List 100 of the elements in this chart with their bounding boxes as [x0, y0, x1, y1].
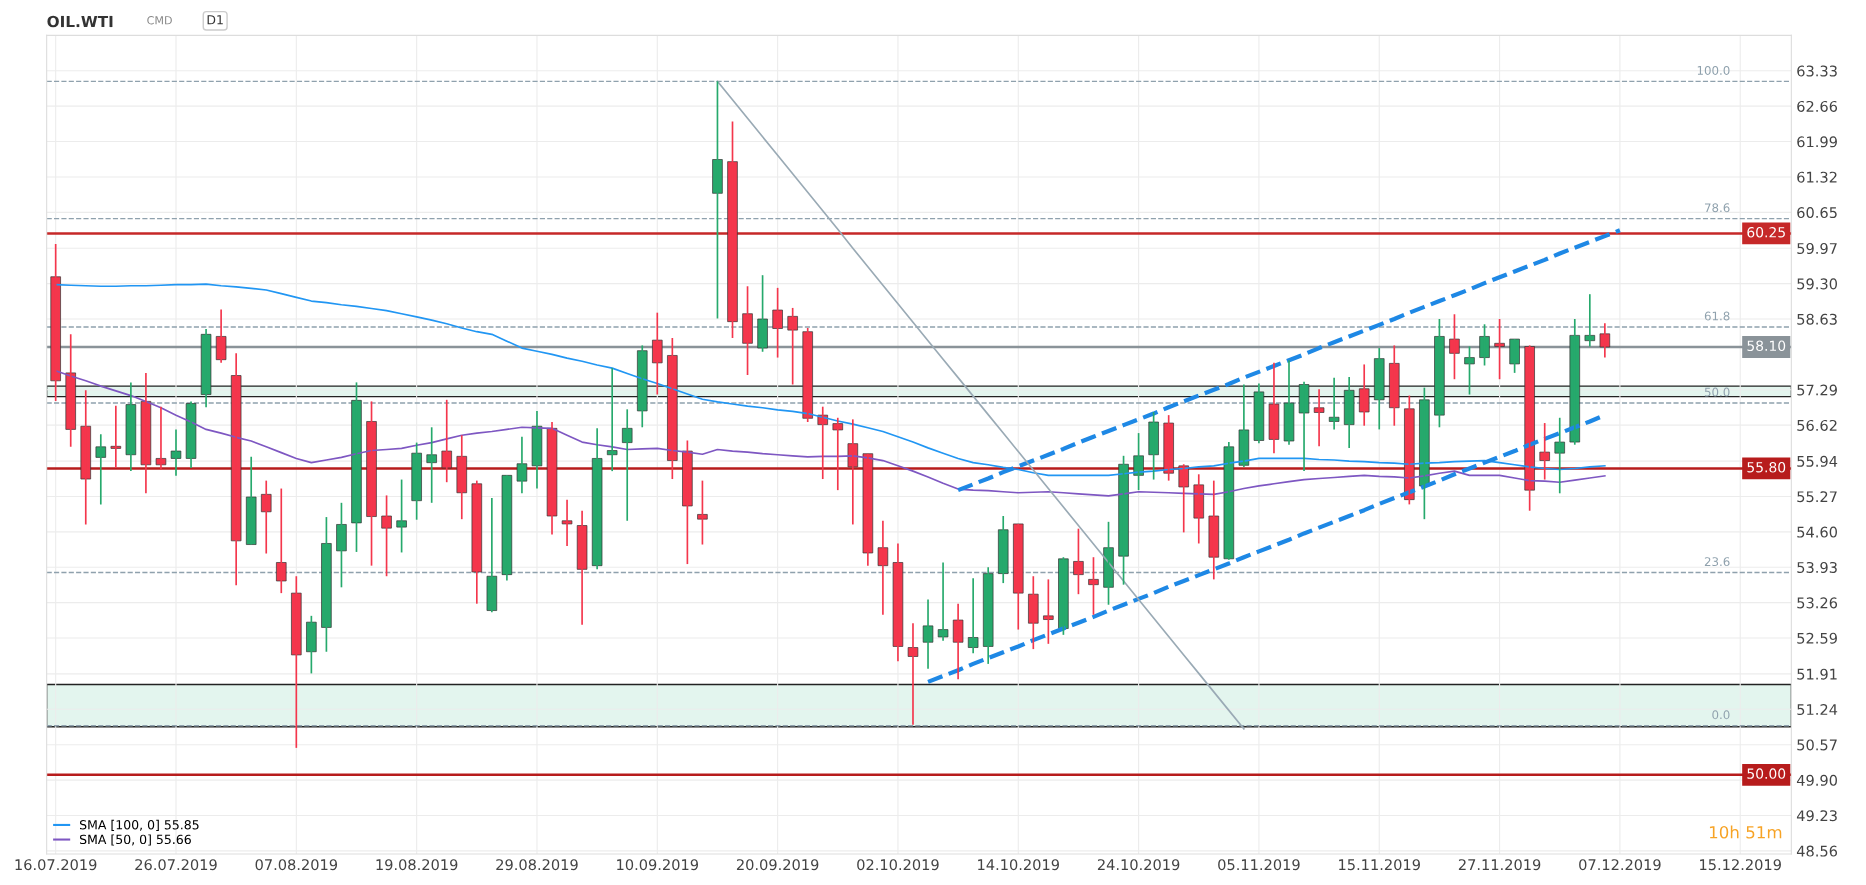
candlestick — [772, 287, 783, 359]
annotation: 100.0 — [1697, 65, 1730, 75]
candlestick — [757, 274, 768, 353]
candlestick — [922, 598, 934, 670]
x-tick-label: 29.08.2019 — [496, 859, 578, 871]
candlestick — [742, 285, 753, 376]
candlestick — [381, 494, 392, 578]
candlestick — [952, 602, 964, 681]
candlestick — [1539, 422, 1550, 481]
candlestick — [1419, 386, 1430, 521]
candlestick — [1524, 344, 1535, 512]
text: D1 — [207, 15, 223, 25]
y-tick-label: 54.60 — [1797, 526, 1837, 538]
candlestick — [351, 381, 362, 553]
candlestick — [1073, 527, 1084, 596]
x-tick-label: 07.12.2019 — [1579, 859, 1661, 871]
candlestick — [1043, 578, 1054, 645]
candlestick — [1509, 338, 1520, 374]
y-tick-label: 63.33 — [1797, 65, 1837, 77]
candlestick — [531, 410, 543, 490]
ref-line-label: 58.10 — [1747, 340, 1786, 352]
candlestick — [1148, 411, 1159, 481]
candlestick — [832, 416, 844, 491]
candlestick — [697, 479, 708, 546]
y-tick-label: 60.65 — [1797, 207, 1837, 219]
text: CMD — [147, 16, 172, 25]
y-tick-label: 53.26 — [1797, 597, 1838, 609]
x-tick-label: 07.08.2019 — [255, 859, 338, 871]
candlestick — [110, 404, 122, 469]
legend-label: SMA [50, 0] 55.66 — [79, 834, 191, 846]
line-series — [956, 228, 1622, 493]
candlestick — [1058, 556, 1069, 636]
candlestick — [336, 501, 347, 589]
candlestick — [426, 426, 437, 504]
y-tick-label: 55.27 — [1797, 491, 1837, 503]
candlestick — [682, 439, 693, 565]
candlestick — [1464, 345, 1475, 396]
x-tick-label: 10.09.2019 — [617, 859, 699, 871]
y-tick-label: 58.63 — [1797, 313, 1837, 325]
annotation: 78.6 — [1704, 203, 1730, 213]
x-tick-label: 19.08.2019 — [376, 859, 458, 871]
y-tick-label: 61.99 — [1797, 136, 1837, 148]
x-tick-label: 27.11.2019 — [1458, 859, 1541, 871]
x-tick-label: 15.12.2019 — [1700, 859, 1781, 871]
ref-line-label: 60.25 — [1747, 226, 1785, 238]
x-tick-label: 05.11.2019 — [1218, 859, 1300, 871]
x-tick-label: 15.11.2019 — [1339, 859, 1420, 871]
candlestick — [411, 441, 422, 521]
candlestick — [516, 435, 528, 495]
legend-label: SMA [100, 0] 55.85 — [79, 819, 199, 831]
annotation: 10h 51m — [1709, 825, 1782, 839]
y-tick-label: 56.62 — [1797, 419, 1837, 431]
candlestick — [441, 398, 452, 484]
annotation: 23.6 — [1704, 557, 1730, 567]
annotation: 61.8 — [1704, 311, 1730, 321]
candlestick — [366, 400, 377, 567]
x-tick-label: 02.10.2019 — [857, 859, 939, 871]
candlestick — [396, 478, 407, 554]
y-tick-label: 48.56 — [1796, 845, 1838, 857]
candlestick — [1479, 323, 1490, 367]
candlestick — [321, 516, 332, 653]
chart-title: OIL.WTI — [47, 15, 113, 28]
annotation: 50.0 — [1704, 387, 1730, 397]
x-tick-label: 24.10.2019 — [1097, 859, 1180, 871]
candlestick — [95, 433, 107, 506]
candlestick — [787, 307, 798, 386]
y-tick-label: 51.24 — [1797, 704, 1838, 716]
candlestick — [561, 498, 573, 547]
candlestick — [1313, 388, 1325, 448]
candlestick — [1554, 416, 1565, 495]
candlestick — [1434, 318, 1445, 429]
x-tick-label: 14.10.2019 — [978, 859, 1059, 871]
y-tick-label: 57.29 — [1797, 384, 1837, 396]
candlestick — [652, 311, 663, 396]
y-tick-label: 50.57 — [1797, 739, 1837, 751]
candlestick — [667, 337, 678, 480]
candlestick — [1449, 313, 1460, 381]
candlestick — [937, 561, 949, 642]
candlestick — [1118, 454, 1129, 586]
candlestick — [1268, 362, 1280, 454]
y-tick-label: 53.93 — [1797, 561, 1837, 573]
candlestick — [727, 120, 738, 339]
x-tick-label: 20.09.2019 — [736, 859, 819, 871]
candlestick — [170, 428, 182, 477]
y-tick-label: 49.23 — [1796, 810, 1837, 822]
candlestick — [712, 80, 723, 320]
x-tick-label: 26.07.2019 — [135, 859, 217, 871]
x-tick-label: 16.07.2019 — [15, 859, 97, 871]
line-series — [54, 369, 1606, 497]
candlestick — [1494, 318, 1505, 381]
candlestick — [1283, 359, 1295, 446]
candlestick — [306, 614, 317, 675]
candlestick — [1358, 363, 1370, 427]
y-tick-label: 59.97 — [1797, 242, 1837, 254]
candlestick — [907, 622, 919, 726]
y-tick-label: 51.91 — [1797, 668, 1837, 680]
candlestick — [1599, 322, 1611, 359]
candlestick — [1133, 432, 1144, 491]
y-tick-label: 61.32 — [1797, 171, 1837, 183]
ref-line-label: 50.00 — [1747, 768, 1786, 779]
